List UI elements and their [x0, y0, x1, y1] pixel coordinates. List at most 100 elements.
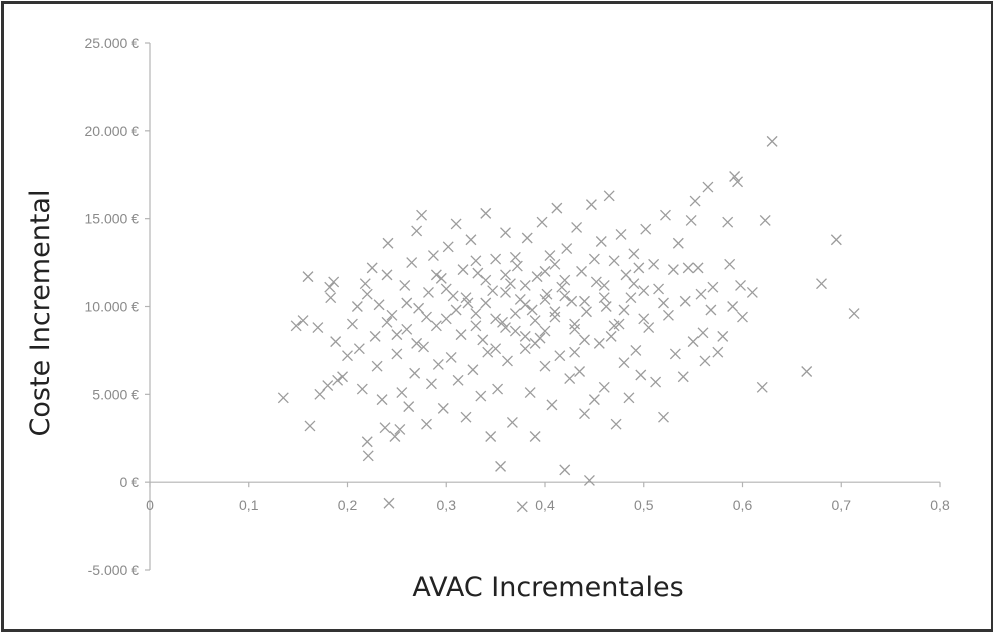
- data-point: [379, 422, 391, 434]
- data-point: [470, 255, 482, 267]
- data-point: [640, 223, 652, 235]
- data-point: [371, 360, 383, 372]
- data-point: [603, 190, 615, 202]
- data-point: [485, 431, 497, 442]
- data-point: [559, 274, 571, 286]
- data-point: [386, 309, 398, 321]
- data-point: [702, 181, 714, 193]
- data-point: [588, 394, 600, 406]
- x-tick-label: 0,8: [930, 497, 950, 513]
- data-point: [322, 380, 334, 392]
- data-point: [519, 279, 531, 291]
- data-point: [549, 311, 561, 323]
- data-point: [330, 336, 342, 348]
- data-point: [356, 383, 368, 395]
- data-point: [312, 322, 324, 334]
- data-point: [362, 450, 374, 462]
- data-point: [470, 308, 482, 319]
- data-point: [623, 392, 635, 404]
- data-point: [615, 229, 627, 240]
- data-point: [667, 264, 679, 276]
- data-point: [724, 258, 736, 270]
- data-point: [411, 225, 423, 237]
- data-point: [544, 250, 556, 262]
- data-point: [442, 241, 454, 253]
- data-point: [566, 295, 578, 307]
- data-point: [625, 292, 637, 304]
- data-point: [361, 288, 373, 300]
- data-point: [480, 274, 492, 286]
- data-point: [502, 355, 513, 367]
- data-point: [470, 320, 482, 332]
- y-axis-title: Coste Incremental: [25, 190, 56, 437]
- data-point: [382, 237, 394, 249]
- data-point: [366, 262, 378, 274]
- data-point: [669, 348, 681, 360]
- data-point: [600, 301, 612, 312]
- data-point: [504, 278, 516, 290]
- data-point: [633, 262, 645, 274]
- data-point: [618, 357, 630, 369]
- data-point: [437, 402, 449, 414]
- data-point: [450, 304, 462, 316]
- data-point: [697, 327, 709, 339]
- data-point: [830, 234, 842, 246]
- data-point: [556, 281, 568, 293]
- data-point: [432, 359, 444, 370]
- data-point: [460, 292, 472, 304]
- y-tick-label: 5.000 €: [92, 386, 139, 402]
- data-point: [509, 325, 521, 337]
- data-point: [529, 431, 541, 442]
- data-point: [430, 269, 442, 281]
- data-point: [620, 269, 632, 281]
- tick-labels: -5.000 € 0 € 5.000 € 10.000 € 15.000 € 20.000…: [85, 35, 950, 578]
- data-point: [635, 369, 647, 381]
- data-point: [351, 301, 363, 312]
- axes: [145, 42, 941, 571]
- data-point: [492, 383, 504, 395]
- data-point: [519, 330, 531, 342]
- data-point: [524, 387, 536, 399]
- data-point: [500, 227, 511, 239]
- data-point: [369, 330, 381, 342]
- data-point: [630, 344, 642, 356]
- data-point: [440, 283, 452, 295]
- data-point: [564, 373, 576, 384]
- data-point: [516, 501, 528, 513]
- data-point: [605, 330, 617, 342]
- data-point: [746, 286, 758, 298]
- data-point: [480, 207, 492, 219]
- data-point: [452, 374, 464, 386]
- data-point: [554, 350, 566, 362]
- data-point: [297, 315, 309, 327]
- data-point: [373, 299, 385, 311]
- data-point: [277, 392, 289, 404]
- data-point: [500, 269, 511, 281]
- data-point: [389, 431, 401, 442]
- data-point: [509, 308, 521, 319]
- data-point: [509, 251, 521, 263]
- data-point: [699, 355, 711, 367]
- data-point: [759, 214, 771, 226]
- data-point: [482, 346, 494, 358]
- data-point: [549, 306, 561, 318]
- y-tick-label: 0 €: [120, 474, 140, 490]
- data-point: [450, 218, 462, 230]
- data-point: [396, 387, 408, 399]
- data-point: [735, 279, 746, 291]
- data-point: [737, 311, 748, 323]
- data-point: [401, 323, 413, 335]
- data-point: [314, 388, 326, 400]
- data-point: [539, 325, 551, 337]
- data-point: [539, 360, 551, 372]
- data-point: [590, 276, 602, 288]
- data-point: [638, 313, 650, 325]
- data-point: [610, 418, 622, 430]
- data-point: [727, 301, 739, 312]
- data-point: [440, 313, 452, 325]
- data-point: [529, 315, 541, 327]
- data-point: [593, 337, 605, 349]
- data-point: [561, 243, 573, 254]
- data-point: [519, 299, 531, 311]
